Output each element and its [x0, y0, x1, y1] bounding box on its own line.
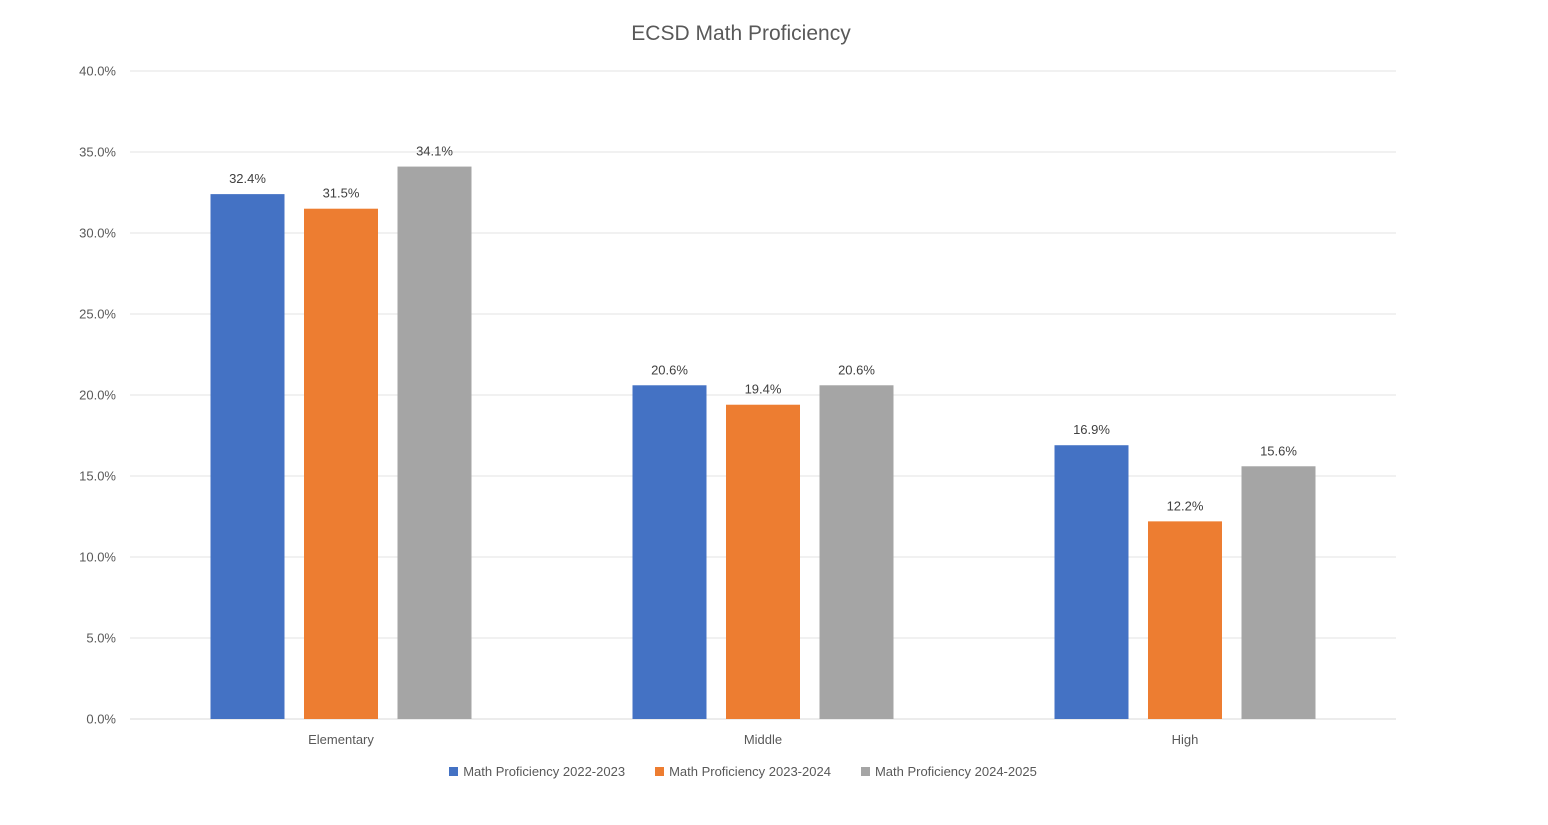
- legend-item: Math Proficiency 2024-2025: [860, 764, 1037, 779]
- y-tick-label: 20.0%: [79, 388, 116, 403]
- y-tick-label: 10.0%: [79, 550, 116, 565]
- legend-item: Math Proficiency 2023-2024: [655, 764, 831, 779]
- legend-label: Math Proficiency 2022-2023: [463, 764, 626, 779]
- bar: [304, 208, 378, 719]
- bar: [1148, 521, 1222, 719]
- y-tick-label: 5.0%: [86, 631, 116, 646]
- data-label: 16.9%: [1073, 422, 1110, 437]
- legend-label: Math Proficiency 2023-2024: [669, 764, 831, 779]
- data-label: 20.6%: [838, 362, 875, 377]
- y-tick-label: 40.0%: [79, 64, 116, 79]
- data-label: 15.6%: [1260, 443, 1297, 458]
- x-tick-label: Middle: [744, 732, 782, 747]
- y-tick-label: 30.0%: [79, 226, 116, 241]
- chart-title: ECSD Math Proficiency: [631, 22, 851, 45]
- bar: [1054, 445, 1129, 719]
- bar: [726, 404, 800, 719]
- y-tick-label: 25.0%: [79, 307, 116, 322]
- data-label: 19.4%: [745, 382, 782, 397]
- legend-swatch: [860, 767, 870, 776]
- legend-swatch: [449, 767, 459, 776]
- bar: [632, 385, 707, 719]
- chart-legend: Math Proficiency 2022-2023 Math Proficien…: [0, 764, 1486, 779]
- legend-item: Math Proficiency 2022-2023: [449, 764, 625, 779]
- y-tick-label: 35.0%: [79, 145, 116, 160]
- y-tick-label: 0.0%: [86, 712, 116, 727]
- bar: [819, 385, 894, 719]
- bar: [1241, 466, 1316, 719]
- data-label: 31.5%: [323, 186, 360, 201]
- legend-swatch: [655, 767, 665, 776]
- bar: [210, 194, 285, 719]
- x-tick-label: High: [1172, 732, 1199, 747]
- data-label: 20.6%: [651, 362, 688, 377]
- x-tick-label: Elementary: [308, 732, 374, 747]
- data-label: 34.1%: [416, 144, 453, 159]
- y-tick-label: 15.0%: [79, 469, 116, 484]
- data-label: 32.4%: [229, 171, 266, 186]
- bar: [397, 166, 472, 719]
- legend-label: Math Proficiency 2024-2025: [874, 764, 1037, 779]
- data-label: 12.2%: [1167, 498, 1204, 513]
